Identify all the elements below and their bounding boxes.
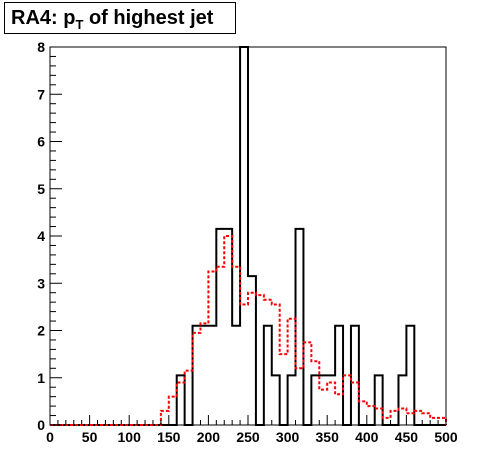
y-tick-label: 7 xyxy=(37,86,45,102)
x-tick-label: 100 xyxy=(118,429,142,445)
x-tick-label: 200 xyxy=(197,429,221,445)
x-tick-label: 300 xyxy=(276,429,300,445)
y-tick-label: 1 xyxy=(37,370,45,386)
x-tick-label: 150 xyxy=(157,429,181,445)
y-tick-label: 8 xyxy=(37,39,45,55)
title-main: RA4: p xyxy=(11,7,76,29)
y-tick-label: 2 xyxy=(37,323,45,339)
solid-black-histogram xyxy=(50,46,446,426)
y-tick-label: 6 xyxy=(37,134,45,150)
chart-title: RA4: pT of highest jet xyxy=(4,2,236,34)
x-tick-label: 350 xyxy=(316,429,340,445)
x-tick-label: 0 xyxy=(46,429,54,445)
title-subscript: T xyxy=(75,17,84,32)
x-tick-label: 50 xyxy=(82,429,98,445)
y-tick-label: 3 xyxy=(37,275,45,291)
x-tick-label: 400 xyxy=(355,429,379,445)
y-tick-label: 5 xyxy=(37,181,45,197)
x-tick-label: 500 xyxy=(434,429,458,445)
y-tick-label: 0 xyxy=(37,417,45,433)
x-tick-label: 450 xyxy=(395,429,419,445)
y-tick-label: 4 xyxy=(37,228,45,244)
x-tick-label: 250 xyxy=(236,429,260,445)
title-rest: of highest jet xyxy=(83,7,214,29)
